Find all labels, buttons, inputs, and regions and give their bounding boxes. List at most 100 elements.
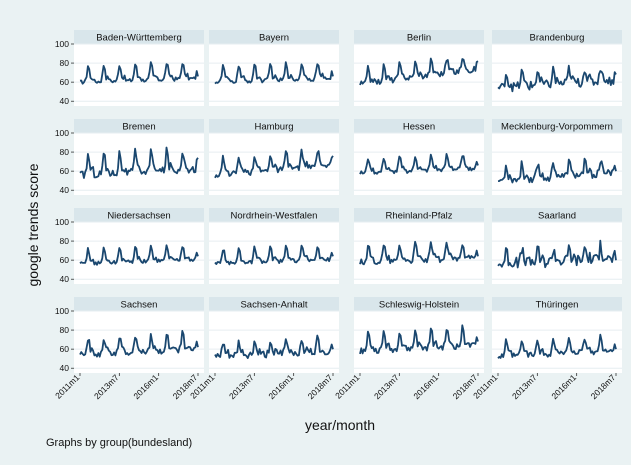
panel-strip: [354, 119, 484, 133]
series-line-baden-wurttemberg: [79, 61, 199, 85]
y-tick-label: 40: [60, 274, 70, 284]
x-tick-label: 2013m7: [510, 372, 539, 401]
series-line-schleswig-holstein: [359, 324, 479, 355]
panel-title: Bayern: [259, 33, 289, 44]
panel-niedersachsen: Niedersachsen 40 60 80 100: [55, 208, 204, 284]
panel-title: Hamburg: [254, 122, 293, 133]
x-tick-label: 2011m1: [53, 372, 82, 401]
panel-background: [492, 44, 622, 106]
series-line-nordrhein-westfalen: [214, 244, 334, 266]
series-line-hamburg: [214, 148, 334, 179]
series-line-bayern: [214, 61, 334, 85]
panel-strip: [492, 208, 622, 222]
y-tick-label: 60: [60, 166, 70, 176]
panel-background: [209, 133, 339, 195]
y-tick-label: 80: [60, 147, 70, 157]
graphs-by-note: Graphs by group(bundesland): [46, 437, 192, 449]
y-tick-label: 100: [55, 39, 69, 49]
panel-strip: [74, 208, 204, 222]
panel-strip: [354, 297, 484, 311]
panel-strip: [492, 119, 622, 133]
x-tick-label: 2013m7: [372, 372, 401, 401]
series-line-sachsen: [79, 330, 199, 358]
panel-background: [209, 222, 339, 284]
panel-background: [354, 133, 484, 195]
x-tick-label: 2013m7: [227, 372, 256, 401]
y-tick-label: 60: [60, 77, 70, 87]
panel-title: Thüringen: [536, 300, 579, 311]
panel-title: Sachsen-Anhalt: [240, 300, 307, 311]
y-tick-label: 100: [55, 217, 69, 227]
series-line-saarland: [497, 239, 617, 269]
panel-background: [492, 222, 622, 284]
y-tick-label: 80: [60, 325, 70, 335]
panel-strip: [209, 119, 339, 133]
panel-title: Rheinland-Pfalz: [385, 211, 452, 222]
series-line-rheinland-pfalz: [359, 240, 479, 266]
series-line-bremen: [79, 146, 199, 179]
panel-strip: [354, 208, 484, 222]
series-line-berlin: [359, 57, 479, 86]
panel-title: Hessen: [403, 122, 435, 133]
y-tick-label: 80: [60, 236, 70, 246]
panel-strip: [74, 297, 204, 311]
x-tick-label: 2013m7: [92, 372, 121, 401]
x-tick-label: 2016m1: [131, 372, 160, 401]
panel-bremen: Bremen 40 60 80 100: [55, 119, 204, 195]
panel-strip: [209, 297, 339, 311]
x-axis-label: year/month: [305, 417, 375, 433]
panel-saarland: Saarland: [492, 208, 622, 284]
x-tick-label: 2016m1: [549, 372, 578, 401]
y-tick-label: 100: [55, 306, 69, 316]
panel-title: Bremen: [122, 122, 155, 133]
panel-strip: [492, 297, 622, 311]
series-line-brandenburg: [497, 64, 617, 93]
panel-baden-wurttemberg: Baden-Württemberg 40 60 80 100: [55, 30, 204, 106]
panel-background: [209, 44, 339, 106]
panel-title: Saarland: [538, 211, 576, 222]
panel-bayern: Bayern: [209, 30, 339, 106]
y-tick-label: 60: [60, 344, 70, 354]
panel-title: Schleswig-Holstein: [379, 300, 459, 311]
y-tick-label: 40: [60, 185, 70, 195]
panel-title: Nordrhein-Westfalen: [231, 211, 318, 222]
panel-mecklenburg-vorpommern: Mecklenburg-Vorpommern: [492, 119, 622, 195]
panel-background: [74, 44, 204, 106]
panel-strip: [209, 208, 339, 222]
panel-strip: [74, 30, 204, 44]
panel-strip: [492, 30, 622, 44]
panel-title: Baden-Württemberg: [96, 33, 182, 44]
series-line-mecklenburg-vorpommern: [497, 157, 617, 184]
x-tick-label: 2016m1: [266, 372, 295, 401]
panel-title: Brandenburg: [530, 33, 585, 44]
panel-nordrhein-westfalen: Nordrhein-Westfalen: [209, 208, 339, 284]
panel-strip: [209, 30, 339, 44]
panel-title: Sachsen: [121, 300, 158, 311]
panel-title: Mecklenburg-Vorpommern: [501, 122, 613, 133]
x-tick-label: 2018m7: [589, 372, 618, 401]
y-tick-label: 100: [55, 128, 69, 138]
y-tick-label: 80: [60, 58, 70, 68]
panel-background: [74, 133, 204, 195]
series-line-thuringen: [497, 333, 617, 359]
panel-hamburg: Hamburg: [209, 119, 339, 195]
x-tick-label: 2018m7: [306, 372, 335, 401]
x-tick-label: 2011m1: [333, 372, 362, 401]
panel-background: [209, 311, 339, 373]
panel-strip: [354, 30, 484, 44]
panel-background: [74, 222, 204, 284]
panel-berlin: Berlin: [354, 30, 484, 106]
panel-strip: [74, 119, 204, 133]
panels-group: Baden-Württemberg 40 60 80 100 Bayern Berlin Br…: [53, 30, 622, 401]
panel-title: Niedersachsen: [107, 211, 170, 222]
panel-hessen: Hessen: [354, 119, 484, 195]
panel-title: Berlin: [407, 33, 431, 44]
x-tick-label: 2016m1: [411, 372, 440, 401]
panel-brandenburg: Brandenburg: [492, 30, 622, 106]
panel-background: [74, 311, 204, 373]
